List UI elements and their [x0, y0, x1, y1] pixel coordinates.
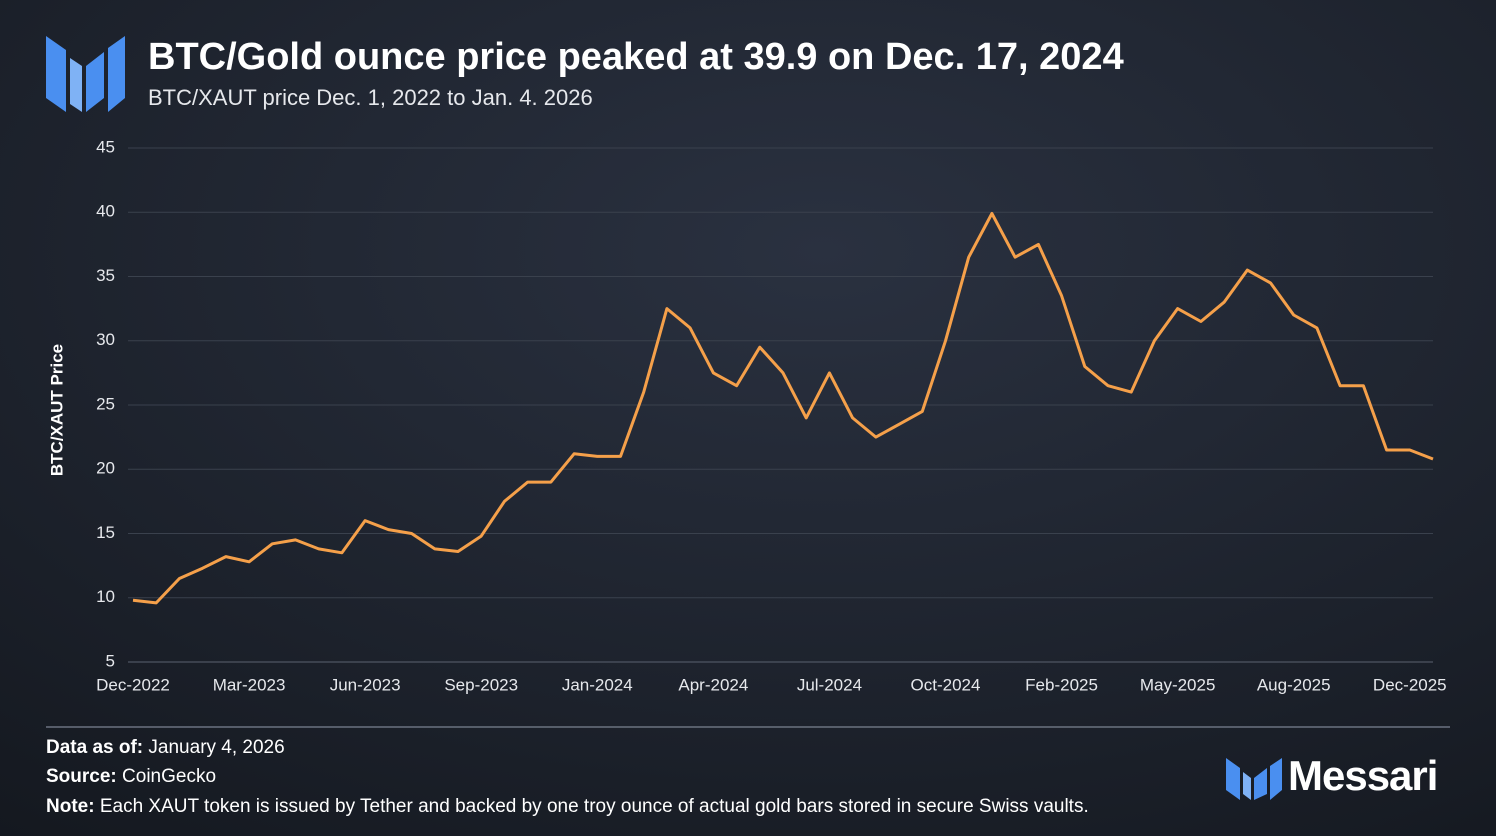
y-axis-label: BTC/XAUT Price: [47, 344, 66, 476]
chart-subtitle: BTC/XAUT price Dec. 1, 2022 to Jan. 4. 2…: [148, 85, 593, 110]
y-tick-label: 40: [96, 202, 115, 221]
x-tick-label: Mar-2023: [213, 675, 286, 694]
x-tick-label: Aug-2025: [1257, 675, 1331, 694]
x-tick-label: Dec-2022: [96, 675, 170, 694]
x-tick-label: Jun-2023: [330, 675, 401, 694]
logo-icon: [46, 36, 125, 112]
x-tick-label: Apr-2024: [678, 675, 748, 694]
y-tick-label: 10: [96, 587, 115, 606]
line: [132, 212, 1434, 605]
y-tick-label: 5: [106, 651, 115, 670]
note: Note: Each XAUT token is issued by Tethe…: [46, 796, 1089, 817]
y-tick-label: 15: [96, 523, 115, 542]
y-tick-label: 35: [96, 266, 115, 285]
x-tick-label: Dec-2025: [1373, 675, 1447, 694]
x-tick-label: Feb-2025: [1025, 675, 1098, 694]
data-as-of: Data as of: January 4, 2026: [46, 737, 285, 758]
x-tick-label: Jan-2024: [562, 675, 633, 694]
chart-title: BTC/Gold ounce price peaked at 39.9 on D…: [148, 36, 1124, 78]
y-tick-label: 45: [96, 137, 115, 156]
x-tick-label: May-2025: [1140, 675, 1216, 694]
brand-icon: [1226, 758, 1282, 800]
x-tick-label: Jul-2024: [797, 675, 862, 694]
x-tick-label: Sep-2023: [444, 675, 518, 694]
source: Source: CoinGecko: [46, 766, 216, 787]
brand-name: Messari: [1288, 752, 1437, 799]
y-tick-label: 20: [96, 459, 115, 478]
y-tick-label: 30: [96, 330, 115, 349]
x-tick-label: Oct-2024: [911, 675, 981, 694]
y-tick-label: 25: [96, 394, 115, 413]
